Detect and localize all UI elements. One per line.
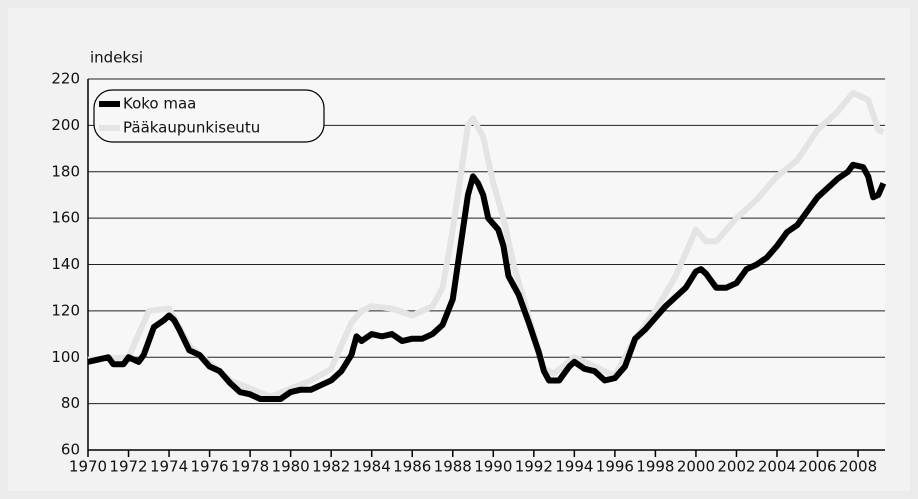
- y-tick-label: 200: [51, 116, 80, 134]
- x-tick-label: 2008: [839, 458, 877, 476]
- x-tick-label: 1992: [515, 458, 553, 476]
- legend-label: Koko maa: [123, 95, 196, 113]
- x-tick-label: 1998: [636, 458, 674, 476]
- x-tick-label: 1980: [272, 458, 310, 476]
- y-tick-label: 120: [51, 301, 80, 319]
- legend-box: [93, 89, 325, 143]
- y-tick-label: 140: [51, 255, 80, 273]
- line-series: [87, 89, 885, 400]
- x-tick-label: 2004: [758, 458, 796, 476]
- x-tick-label: 1970: [69, 458, 107, 476]
- y-tick-label: 100: [51, 348, 80, 366]
- x-tick-label: 1996: [596, 458, 634, 476]
- legend-label: Pääkaupunkiseutu: [123, 119, 260, 137]
- y-axis-label: indeksi: [90, 49, 143, 67]
- x-tick-label: 1984: [353, 458, 391, 476]
- y-tick-label: 160: [51, 209, 80, 227]
- line-series: [87, 161, 887, 402]
- y-tick-label: 80: [61, 394, 80, 412]
- x-tick-label: 1990: [474, 458, 512, 476]
- x-tick-label: 1974: [150, 458, 188, 476]
- x-tick-label: 1972: [109, 458, 147, 476]
- x-tick-label: 1986: [393, 458, 431, 476]
- x-tick-label: 1982: [312, 458, 350, 476]
- x-tick-label: 1994: [555, 458, 593, 476]
- x-tick-label: 2000: [677, 458, 715, 476]
- x-tick-label: 1988: [434, 458, 472, 476]
- y-tick-label: 220: [51, 70, 80, 88]
- x-tick-label: 1978: [231, 458, 269, 476]
- x-tick-label: 2002: [717, 458, 755, 476]
- y-tick-label: 60: [61, 441, 80, 459]
- y-tick-label: 180: [51, 162, 80, 180]
- x-tick-label: 2006: [798, 458, 836, 476]
- x-tick-label: 1976: [190, 458, 228, 476]
